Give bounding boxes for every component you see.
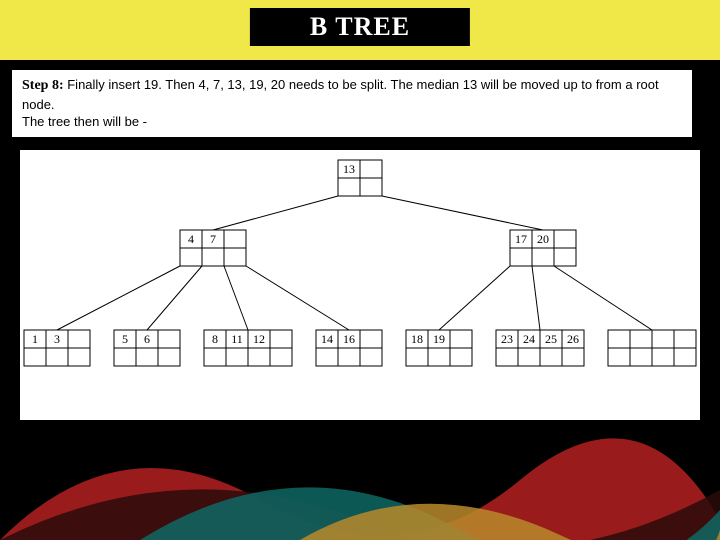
- svg-text:24: 24: [523, 332, 535, 346]
- svg-text:25: 25: [545, 332, 557, 346]
- svg-text:20: 20: [537, 232, 549, 246]
- svg-text:19: 19: [433, 332, 445, 346]
- svg-text:8: 8: [212, 332, 218, 346]
- step-description: Step 8: Finally insert 19. Then 4, 7, 13…: [12, 70, 692, 137]
- step-text-1: Finally insert 19. Then 4, 7, 13, 19, 20…: [22, 77, 659, 112]
- svg-text:7: 7: [210, 232, 216, 246]
- svg-text:17: 17: [515, 232, 527, 246]
- svg-text:5: 5: [122, 332, 128, 346]
- step-label: Step 8:: [22, 78, 64, 93]
- svg-text:12: 12: [253, 332, 265, 346]
- slide-title: B TREE: [250, 8, 470, 46]
- step-text-2: The tree then will be -: [22, 114, 147, 129]
- svg-text:6: 6: [144, 332, 150, 346]
- decorative-swirl: [0, 380, 720, 540]
- svg-text:14: 14: [321, 332, 333, 346]
- svg-text:3: 3: [54, 332, 60, 346]
- svg-text:26: 26: [567, 332, 579, 346]
- svg-text:1: 1: [32, 332, 38, 346]
- svg-text:13: 13: [343, 162, 355, 176]
- svg-text:18: 18: [411, 332, 423, 346]
- svg-text:4: 4: [188, 232, 194, 246]
- svg-text:23: 23: [501, 332, 513, 346]
- svg-text:11: 11: [231, 332, 243, 346]
- svg-text:16: 16: [343, 332, 355, 346]
